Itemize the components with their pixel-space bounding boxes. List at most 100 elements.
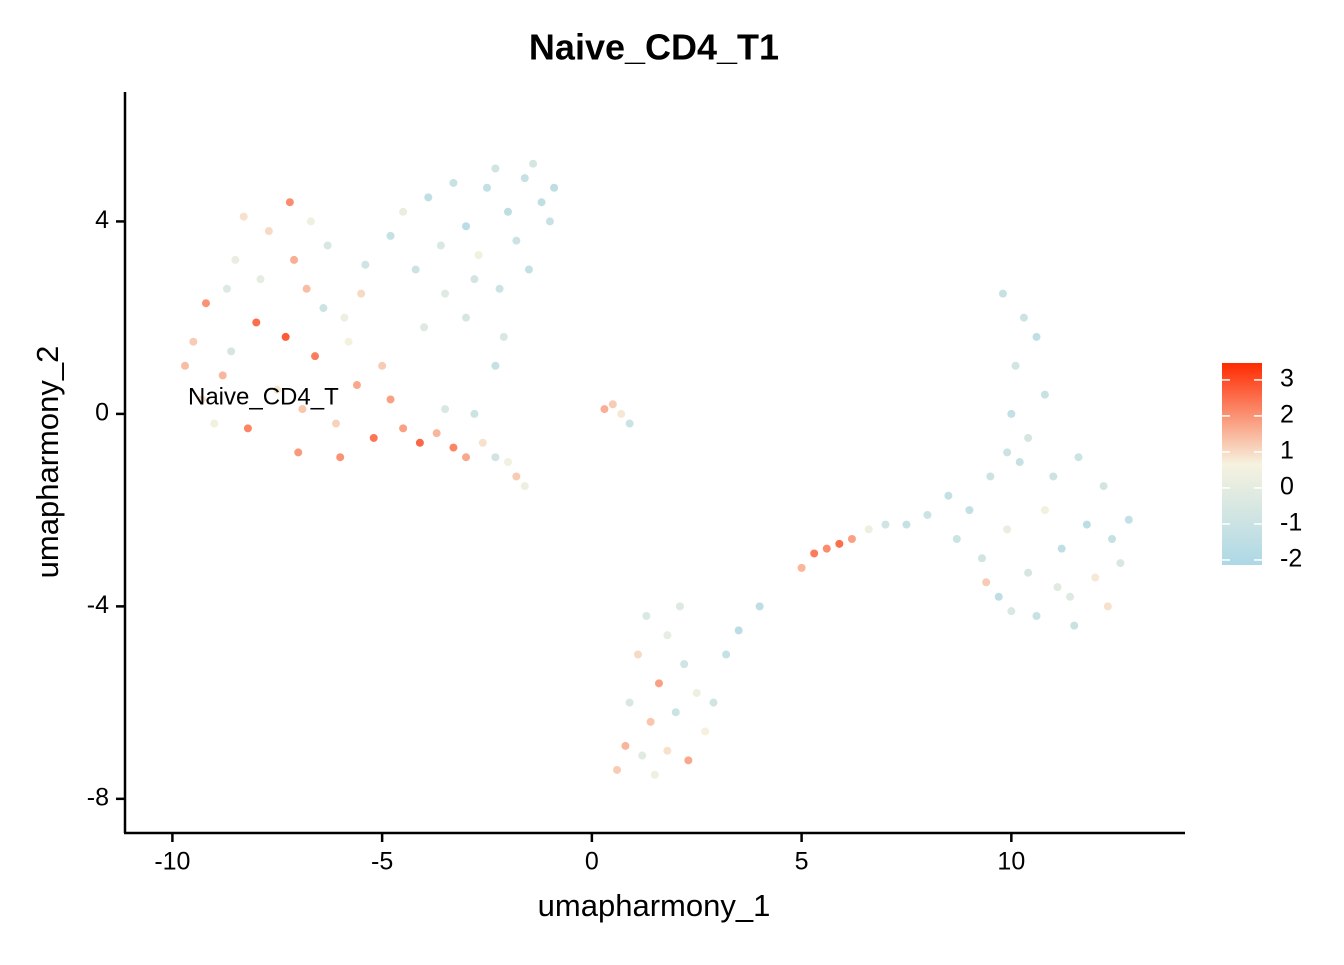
point xyxy=(537,198,546,207)
point xyxy=(449,443,458,452)
point xyxy=(1024,568,1033,577)
point xyxy=(1003,525,1012,534)
colorbar-label: 0 xyxy=(1280,473,1294,501)
point xyxy=(512,472,521,481)
point xyxy=(273,385,282,394)
point xyxy=(399,424,408,433)
point xyxy=(478,438,487,447)
point xyxy=(197,395,206,404)
point xyxy=(617,409,626,418)
point xyxy=(474,251,483,260)
point xyxy=(1070,621,1079,630)
point xyxy=(386,395,395,404)
point xyxy=(285,198,294,207)
x-tick-label: -10 xyxy=(154,848,190,876)
point xyxy=(680,660,689,669)
point xyxy=(344,337,353,346)
point xyxy=(650,770,659,779)
point xyxy=(189,337,198,346)
colorbar-label: 3 xyxy=(1280,365,1294,393)
point xyxy=(378,361,387,370)
point xyxy=(311,352,320,361)
point xyxy=(290,255,299,264)
point xyxy=(692,688,701,697)
point xyxy=(210,419,219,428)
point xyxy=(998,289,1007,298)
point xyxy=(1124,515,1133,524)
point xyxy=(1108,535,1117,544)
x-tick-label: -5 xyxy=(371,848,393,876)
point xyxy=(625,698,634,707)
point xyxy=(420,323,429,332)
point xyxy=(613,765,622,774)
colorbar-label: -2 xyxy=(1280,545,1302,573)
point xyxy=(520,482,529,491)
point xyxy=(646,717,655,726)
point xyxy=(952,535,961,544)
point xyxy=(1019,313,1028,322)
point xyxy=(822,544,831,553)
point xyxy=(399,207,408,216)
points xyxy=(180,159,1133,779)
point xyxy=(386,231,395,240)
point xyxy=(550,183,559,192)
point xyxy=(319,304,328,313)
point xyxy=(336,453,345,462)
y-axis-label: umapharmony_2 xyxy=(30,346,65,579)
point xyxy=(357,289,366,298)
point xyxy=(1032,611,1041,620)
y-tick-label: -4 xyxy=(87,591,109,619)
point xyxy=(499,332,508,341)
point xyxy=(369,433,378,442)
point xyxy=(415,438,424,447)
point xyxy=(436,241,445,250)
point xyxy=(986,472,995,481)
point xyxy=(306,217,315,226)
point xyxy=(671,708,680,717)
point xyxy=(424,193,433,202)
x-tick-label: 5 xyxy=(795,848,809,876)
point xyxy=(923,510,932,519)
point xyxy=(1011,361,1020,370)
point xyxy=(218,371,227,380)
point xyxy=(298,405,307,414)
point xyxy=(944,491,953,500)
point xyxy=(1082,520,1091,529)
point xyxy=(1015,458,1024,467)
point xyxy=(675,602,684,611)
point xyxy=(495,284,504,293)
point xyxy=(520,174,529,183)
point xyxy=(663,631,672,640)
point xyxy=(462,453,471,462)
point xyxy=(491,361,500,370)
y-tick-label: 4 xyxy=(95,206,109,234)
point xyxy=(1116,559,1125,568)
x-axis-label: umapharmony_1 xyxy=(538,888,771,923)
point xyxy=(1057,544,1066,553)
point xyxy=(663,746,672,755)
point xyxy=(449,178,458,187)
point xyxy=(684,756,693,765)
point xyxy=(701,727,710,736)
x-tick-label: 0 xyxy=(585,848,599,876)
point xyxy=(323,241,332,250)
point xyxy=(722,650,731,659)
point xyxy=(797,563,806,572)
point xyxy=(1074,453,1083,462)
point xyxy=(340,313,349,322)
point xyxy=(470,409,479,418)
point xyxy=(180,361,189,370)
point xyxy=(755,602,764,611)
point xyxy=(638,751,647,760)
y-tick-label: -8 xyxy=(87,783,109,811)
point xyxy=(441,405,450,414)
point xyxy=(281,332,290,341)
point xyxy=(441,289,450,298)
point xyxy=(491,453,500,462)
point xyxy=(902,520,911,529)
point xyxy=(302,284,311,293)
point xyxy=(252,318,261,327)
point xyxy=(1103,602,1112,611)
point xyxy=(432,429,441,438)
